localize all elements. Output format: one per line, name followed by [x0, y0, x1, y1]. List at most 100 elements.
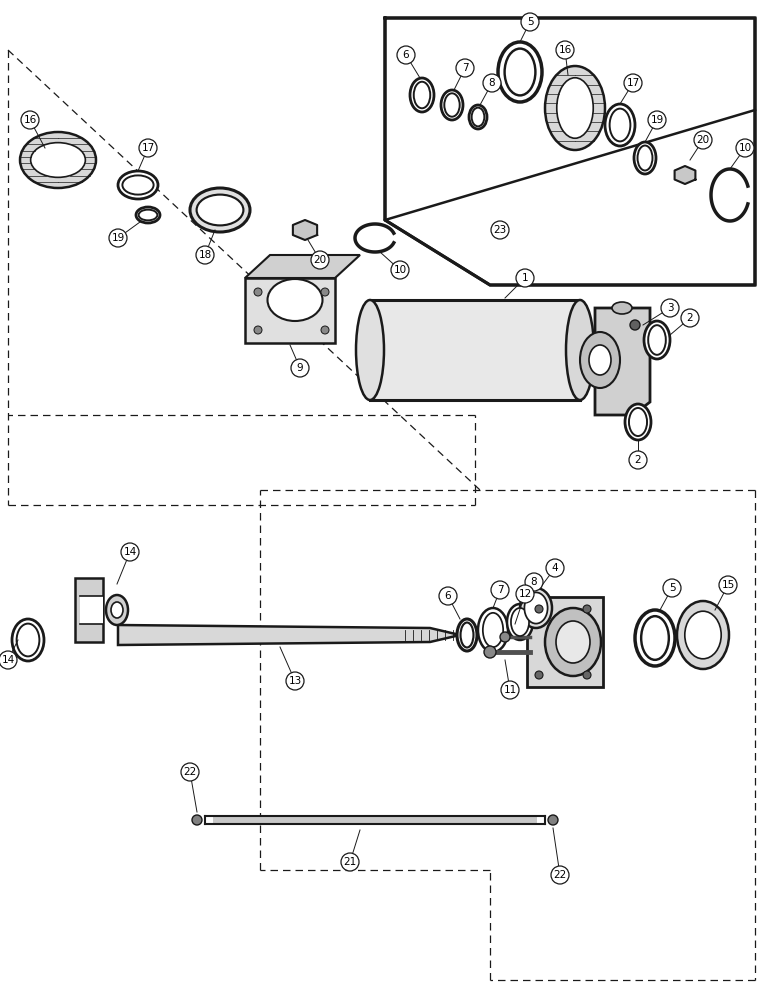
- Polygon shape: [75, 578, 103, 642]
- Ellipse shape: [414, 82, 430, 108]
- Ellipse shape: [634, 142, 656, 174]
- Circle shape: [321, 326, 329, 334]
- Circle shape: [397, 46, 415, 64]
- Text: 18: 18: [198, 250, 212, 260]
- Text: 8: 8: [489, 78, 496, 88]
- Ellipse shape: [520, 588, 552, 628]
- Ellipse shape: [111, 602, 123, 618]
- Circle shape: [439, 587, 457, 605]
- Ellipse shape: [268, 279, 323, 321]
- Ellipse shape: [629, 408, 647, 436]
- Text: 8: 8: [530, 577, 537, 587]
- Text: 20: 20: [313, 255, 327, 265]
- Circle shape: [630, 320, 640, 330]
- Bar: [527, 597, 603, 687]
- Polygon shape: [595, 308, 650, 415]
- Circle shape: [286, 672, 304, 690]
- Ellipse shape: [410, 78, 434, 112]
- Ellipse shape: [648, 325, 665, 355]
- Circle shape: [254, 288, 262, 296]
- Circle shape: [483, 74, 501, 92]
- Circle shape: [491, 221, 509, 239]
- Circle shape: [546, 559, 564, 577]
- Circle shape: [109, 229, 127, 247]
- Ellipse shape: [139, 210, 157, 220]
- Text: 21: 21: [344, 857, 357, 867]
- Circle shape: [661, 299, 679, 317]
- Ellipse shape: [524, 592, 547, 624]
- Ellipse shape: [482, 613, 503, 647]
- Text: 17: 17: [141, 143, 154, 153]
- Ellipse shape: [445, 93, 459, 117]
- Ellipse shape: [642, 616, 669, 660]
- Circle shape: [648, 111, 666, 129]
- Ellipse shape: [625, 404, 651, 440]
- Polygon shape: [213, 816, 537, 824]
- Text: 20: 20: [696, 135, 709, 145]
- Text: 6: 6: [445, 591, 452, 601]
- Text: 9: 9: [296, 363, 303, 373]
- Ellipse shape: [469, 105, 487, 129]
- Text: 7: 7: [462, 63, 469, 73]
- Text: 16: 16: [558, 45, 571, 55]
- Ellipse shape: [17, 624, 39, 656]
- Circle shape: [736, 139, 754, 157]
- Circle shape: [501, 681, 519, 699]
- Ellipse shape: [472, 108, 484, 126]
- Circle shape: [484, 646, 496, 658]
- Text: 22: 22: [184, 767, 197, 777]
- Circle shape: [139, 139, 157, 157]
- Polygon shape: [293, 220, 317, 240]
- Ellipse shape: [197, 195, 243, 225]
- Circle shape: [516, 269, 534, 287]
- Circle shape: [321, 288, 329, 296]
- Circle shape: [254, 326, 262, 334]
- Circle shape: [500, 632, 510, 642]
- Circle shape: [548, 815, 558, 825]
- Circle shape: [556, 41, 574, 59]
- Ellipse shape: [478, 608, 508, 652]
- Circle shape: [681, 309, 699, 327]
- Text: 23: 23: [493, 225, 506, 235]
- Circle shape: [491, 581, 509, 599]
- Circle shape: [624, 74, 642, 92]
- Circle shape: [694, 131, 712, 149]
- Circle shape: [0, 651, 17, 669]
- Circle shape: [121, 543, 139, 561]
- Ellipse shape: [505, 49, 536, 95]
- Circle shape: [535, 671, 543, 679]
- Ellipse shape: [566, 300, 594, 400]
- Text: 11: 11: [503, 685, 516, 695]
- Circle shape: [535, 605, 543, 613]
- Ellipse shape: [457, 619, 477, 651]
- Ellipse shape: [557, 78, 593, 138]
- Polygon shape: [80, 596, 103, 624]
- Circle shape: [291, 359, 309, 377]
- Text: 10: 10: [739, 143, 752, 153]
- Text: 22: 22: [554, 870, 567, 880]
- Circle shape: [391, 261, 409, 279]
- Ellipse shape: [685, 611, 721, 659]
- Polygon shape: [385, 18, 755, 285]
- Ellipse shape: [441, 90, 463, 120]
- Text: 19: 19: [650, 115, 664, 125]
- Circle shape: [629, 451, 647, 469]
- Ellipse shape: [12, 619, 44, 661]
- Circle shape: [311, 251, 329, 269]
- Ellipse shape: [545, 66, 605, 150]
- Text: 3: 3: [667, 303, 673, 313]
- Circle shape: [456, 59, 474, 77]
- Ellipse shape: [677, 601, 729, 669]
- Circle shape: [192, 815, 202, 825]
- Ellipse shape: [136, 207, 160, 223]
- Polygon shape: [245, 255, 360, 278]
- Circle shape: [583, 671, 591, 679]
- Text: 10: 10: [394, 265, 407, 275]
- Circle shape: [181, 763, 199, 781]
- Text: 6: 6: [403, 50, 409, 60]
- Text: 14: 14: [124, 547, 137, 557]
- Bar: [370, 300, 580, 400]
- Circle shape: [525, 573, 543, 591]
- Ellipse shape: [589, 345, 611, 375]
- Ellipse shape: [556, 621, 590, 663]
